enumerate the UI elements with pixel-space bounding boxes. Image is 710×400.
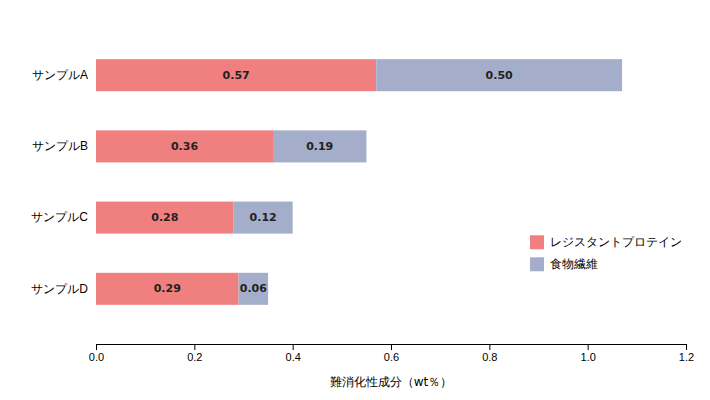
bar (96, 59, 376, 91)
x-tick-mark (588, 344, 589, 350)
x-tick: 0.8 (482, 344, 497, 363)
x-tick-label: 0.4 (286, 351, 301, 363)
legend-swatch (530, 235, 544, 249)
data-label: 0.06 (240, 282, 267, 295)
data-label: 0.29 (154, 282, 181, 295)
x-tick: 0.2 (187, 344, 202, 363)
y-tick-label: サンプルC (31, 210, 88, 224)
x-tick: 0.6 (384, 344, 399, 363)
x-tick: 1.0 (581, 344, 596, 363)
bar (96, 130, 273, 162)
x-tick-label: 0.2 (187, 351, 202, 363)
legend-item: 食物繊維 (530, 257, 598, 271)
data-label: 0.12 (250, 211, 277, 224)
x-axis-line (97, 345, 687, 351)
legend-label: 食物繊維 (550, 257, 598, 271)
x-tick-mark (686, 344, 687, 350)
x-axis: 0.0 0.2 0.4 0.6 0.8 1.0 1.2 (89, 344, 694, 363)
y-axis: サンプルD サンプルC サンプルB サンプルA (31, 68, 88, 296)
data-label: 0.50 (486, 69, 513, 82)
y-tick-label: サンプルB (32, 139, 88, 153)
x-tick-label: 0.0 (89, 351, 104, 363)
y-tick-label: サンプルD (31, 282, 88, 296)
legend-swatch (530, 257, 544, 271)
bar (376, 59, 622, 91)
x-tick-mark (489, 344, 490, 350)
y-tick: サンプルA (32, 68, 88, 82)
x-tick-mark (96, 344, 97, 350)
x-tick-mark (391, 344, 392, 350)
bar (273, 130, 366, 162)
legend-label: レジスタントプロテイン (550, 235, 682, 249)
chart: 0.00.20.40.60.81.01.2サンプルDサンプルCサンプルBサンプル… (0, 0, 710, 400)
bar (239, 273, 268, 305)
plot: 0.00.20.40.60.81.01.2サンプルDサンプルCサンプルBサンプル… (31, 59, 694, 389)
y-tick: サンプルB (32, 139, 88, 153)
x-axis-title: 難消化性成分（wt％） (330, 375, 453, 389)
y-tick: サンプルC (31, 210, 88, 224)
x-tick-label: 0.6 (384, 351, 399, 363)
bar (96, 202, 234, 234)
x-tick-label: 1.0 (581, 351, 596, 363)
bar (234, 202, 293, 234)
data-label: 0.28 (151, 211, 178, 224)
y-tick-label: サンプルA (32, 68, 88, 82)
x-tick-label: 0.8 (482, 351, 497, 363)
data-label: 0.36 (171, 140, 198, 153)
x-tick-mark (293, 344, 294, 350)
x-tick: 0.0 (89, 344, 104, 363)
legend-item: レジスタントプロテイン (530, 235, 682, 249)
x-tick-mark (194, 344, 195, 350)
legend: レジスタントプロテイン食物繊維 (530, 235, 682, 271)
x-tick: 0.4 (286, 344, 301, 363)
bars (96, 59, 622, 305)
data-label: 0.19 (306, 140, 333, 153)
y-tick: サンプルD (31, 282, 88, 296)
data-label: 0.57 (223, 69, 250, 82)
bar (96, 273, 239, 305)
x-tick: 1.2 (679, 344, 694, 363)
x-tick-label: 1.2 (679, 351, 694, 363)
data-labels: 0.29 0.28 0.36 0.57 0.06 0.12 0.19 0.50 (151, 69, 513, 296)
